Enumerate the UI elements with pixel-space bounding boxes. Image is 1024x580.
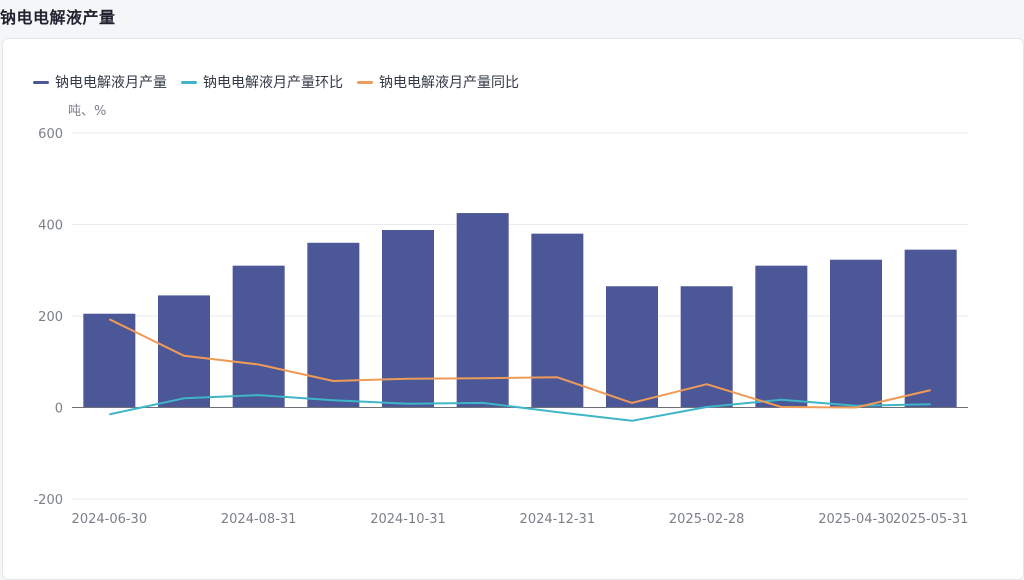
x-tick-label: 2025-04-30 <box>818 512 894 527</box>
bar <box>606 286 658 408</box>
y-tick-label: 400 <box>38 219 63 234</box>
y-tick-label: 200 <box>38 310 63 325</box>
bar <box>680 286 733 408</box>
legend-item-yoy[interactable]: 钠电电解液月产量同比 <box>357 72 519 92</box>
legend-swatch <box>181 80 197 84</box>
x-tick-label: 2024-12-31 <box>520 512 596 527</box>
bar <box>232 265 285 408</box>
legend-item-monthly-output[interactable]: 钠电电解液月产量 <box>33 72 167 92</box>
x-tick-label: 2025-05-31 <box>893 512 969 527</box>
bar <box>456 213 509 408</box>
series-line <box>109 394 931 422</box>
bar <box>830 259 882 408</box>
legend-item-mom[interactable]: 钠电电解液月产量环比 <box>181 72 343 92</box>
legend-swatch <box>33 80 49 84</box>
legend-swatch <box>357 80 373 84</box>
x-tick-label: 2025-02-28 <box>669 512 745 527</box>
bar <box>83 313 136 408</box>
combo-chart: 吨、% 600 400 200 0 -200 2024-06-30 2024-08-31 202… <box>33 104 969 527</box>
bar <box>382 229 434 408</box>
series-line <box>108 318 931 409</box>
bar <box>755 265 808 408</box>
x-tick-label: 2024-06-30 <box>72 512 148 527</box>
x-tick-label: 2024-08-31 <box>221 512 297 527</box>
bar <box>904 249 957 408</box>
page-title: 钠电电解液产量 <box>0 8 116 27</box>
y-tick-label: 0 <box>55 402 63 417</box>
y-tick-label: -200 <box>33 493 63 508</box>
bar <box>307 242 360 408</box>
x-tick-label: 2024-10-31 <box>370 512 446 527</box>
bar <box>158 295 210 408</box>
legend-label: 钠电电解液月产量同比 <box>379 75 519 91</box>
bar <box>531 233 584 408</box>
y-tick-label: 600 <box>38 127 63 142</box>
legend-label: 钠电电解液月产量 <box>55 75 167 91</box>
chart-legend: 钠电电解液月产量 钠电电解液月产量环比 钠电电解液月产量同比 <box>33 72 519 92</box>
y-axis-unit-label: 吨、% <box>68 104 106 119</box>
legend-label: 钠电电解液月产量环比 <box>203 75 343 91</box>
